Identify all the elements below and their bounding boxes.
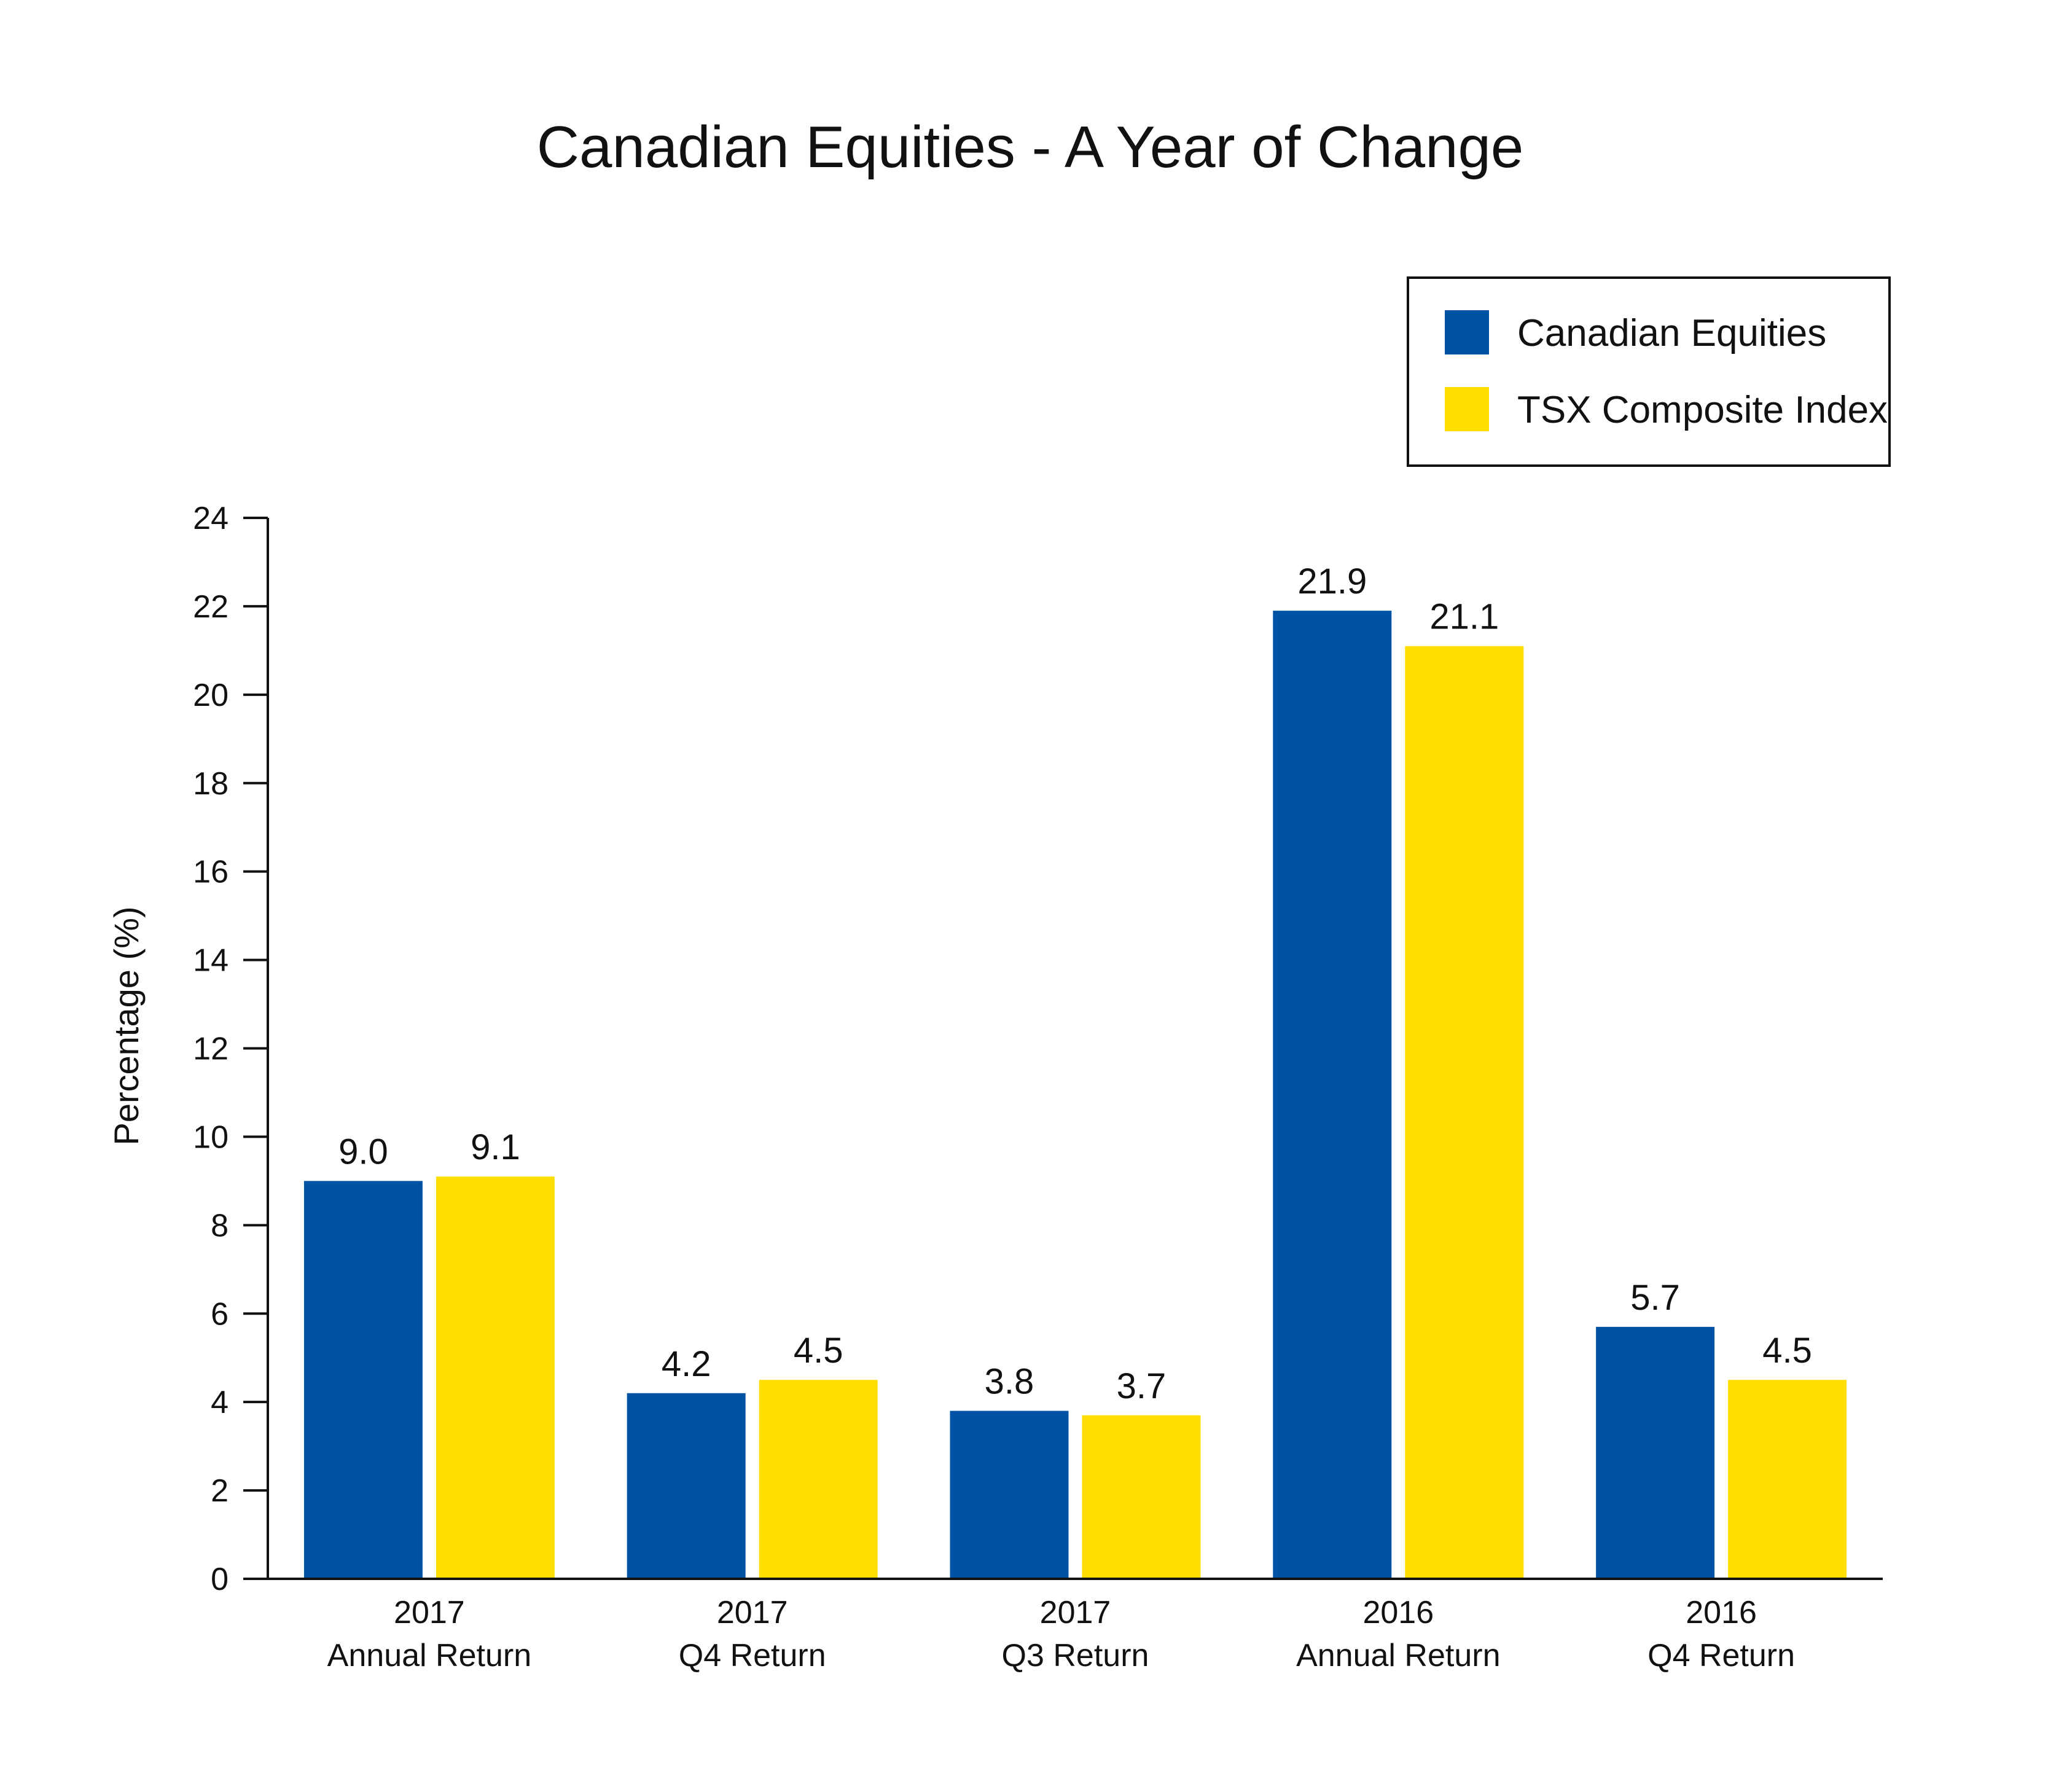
data-label: 21.9 bbox=[1297, 561, 1367, 601]
category-label: 2017 bbox=[1040, 1595, 1111, 1630]
data-label: 3.7 bbox=[1117, 1366, 1167, 1406]
category-label: Q3 Return bbox=[1002, 1638, 1149, 1673]
category-label: Annual Return bbox=[327, 1638, 531, 1673]
y-tick-label: 22 bbox=[193, 589, 229, 625]
bar-tsx-composite-index-3 bbox=[1405, 646, 1524, 1579]
bar-canadian-equities-3 bbox=[1273, 611, 1392, 1579]
data-label: 4.5 bbox=[794, 1331, 843, 1371]
chart-title: Canadian Equities - A Year of Change bbox=[537, 114, 1524, 180]
category-label: 2017 bbox=[717, 1595, 788, 1630]
data-label: 3.8 bbox=[985, 1362, 1034, 1402]
y-tick-label: 12 bbox=[193, 1031, 229, 1067]
data-label: 5.7 bbox=[1630, 1278, 1680, 1318]
y-tick-label: 14 bbox=[193, 943, 229, 979]
bar-canadian-equities-0 bbox=[303, 1181, 423, 1579]
category-label: 2017 bbox=[394, 1595, 465, 1630]
data-label: 4.2 bbox=[662, 1344, 711, 1384]
bar-canadian-equities-1 bbox=[627, 1393, 746, 1579]
y-tick-label: 4 bbox=[211, 1385, 229, 1420]
category-label: Annual Return bbox=[1296, 1638, 1500, 1673]
y-tick-label: 16 bbox=[193, 855, 229, 890]
y-tick-label: 6 bbox=[211, 1296, 229, 1332]
y-tick-label: 8 bbox=[211, 1208, 229, 1243]
y-tick-label: 20 bbox=[193, 678, 229, 713]
legend-swatch-canadian-equities bbox=[1445, 310, 1489, 354]
bar-tsx-composite-index-1 bbox=[759, 1380, 878, 1579]
bar-canadian-equities-2 bbox=[950, 1411, 1069, 1579]
y-tick-label: 24 bbox=[193, 501, 229, 536]
y-tick-label: 18 bbox=[193, 766, 229, 802]
category-label: Q4 Return bbox=[679, 1638, 826, 1673]
y-tick-label: 0 bbox=[211, 1562, 229, 1597]
bar-tsx-composite-index-2 bbox=[1082, 1415, 1201, 1579]
legend-swatch-tsx-composite-index bbox=[1445, 387, 1489, 431]
category-label: 2016 bbox=[1362, 1595, 1434, 1630]
legend-label-canadian-equities: Canadian Equities bbox=[1517, 312, 1826, 354]
bar-tsx-composite-index-0 bbox=[436, 1176, 555, 1579]
legend: Canadian Equities TSX Composite Index bbox=[1407, 276, 1891, 467]
category-label: Q4 Return bbox=[1647, 1638, 1795, 1673]
y-tick-label: 10 bbox=[193, 1119, 229, 1155]
category-label: 2016 bbox=[1686, 1595, 1757, 1630]
bar-canadian-equities-4 bbox=[1596, 1326, 1715, 1579]
data-label: 4.5 bbox=[1762, 1331, 1812, 1371]
data-label: 21.1 bbox=[1429, 597, 1499, 637]
y-tick-label: 2 bbox=[211, 1473, 229, 1509]
bar-tsx-composite-index-4 bbox=[1728, 1380, 1847, 1579]
legend-box bbox=[1407, 276, 1891, 467]
data-label: 9.1 bbox=[471, 1127, 520, 1167]
legend-label-tsx-composite-index: TSX Composite Index bbox=[1517, 389, 1888, 431]
data-label: 9.0 bbox=[338, 1132, 388, 1172]
y-axis-title: Percentage (%) bbox=[107, 906, 146, 1145]
